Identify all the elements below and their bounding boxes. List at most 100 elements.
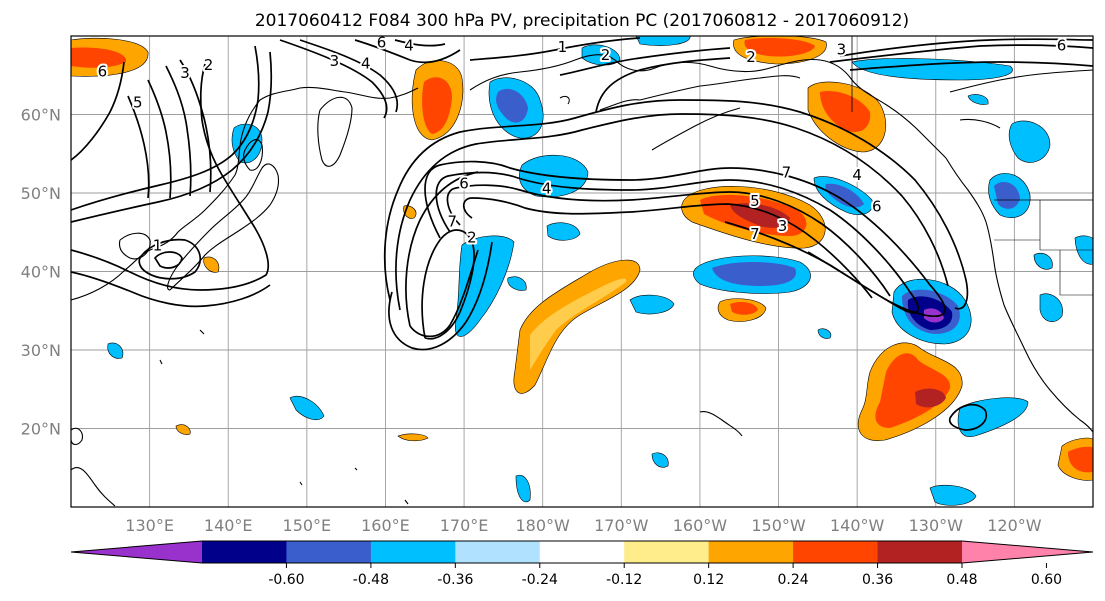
pv-contours bbox=[71, 37, 1093, 431]
pv-label-halo: 6 bbox=[377, 33, 387, 51]
colorbar-tick-label: 0.60 bbox=[1031, 572, 1062, 588]
latitude-axis: 60°N 50°N 40°N 30°N 20°N bbox=[21, 106, 61, 439]
colorbar-tick-label: -0.36 bbox=[437, 572, 473, 588]
pv-label-halo: 1 bbox=[558, 38, 568, 56]
lon-tick-label: 130°E bbox=[125, 516, 174, 535]
coastlines bbox=[71, 36, 1093, 507]
lat-tick-label: 40°N bbox=[21, 263, 61, 282]
precip-patch bbox=[629, 294, 675, 315]
pv-label-halo: 6 bbox=[459, 175, 469, 193]
pv-label-halo: 6 bbox=[872, 197, 882, 215]
pv-contour-label: 3 bbox=[180, 64, 190, 82]
precip-patch bbox=[203, 256, 220, 273]
precip-patch bbox=[817, 328, 832, 339]
pv-label-halo: 2 bbox=[746, 48, 756, 66]
pv-contour-label: 2 bbox=[467, 229, 477, 247]
pv-label-halo: 5 bbox=[133, 94, 143, 112]
precip-patch bbox=[546, 222, 581, 241]
pv-contour-label: 2 bbox=[601, 46, 611, 64]
colorbar-segment bbox=[793, 541, 879, 563]
pv-label-halo: 3 bbox=[778, 217, 788, 235]
colorbar-segment bbox=[370, 541, 456, 563]
precip-patch bbox=[929, 484, 977, 506]
pv-contour-label: 6 bbox=[98, 62, 108, 80]
pv-contour-label: 4 bbox=[361, 54, 371, 72]
pv-label-halo: 3 bbox=[837, 40, 847, 58]
colorbar-tick-label: -0.60 bbox=[268, 572, 304, 588]
pv-label-halo: 4 bbox=[361, 54, 371, 72]
pv-contour-label: 2 bbox=[204, 56, 214, 74]
pv-contour-label: 4 bbox=[542, 179, 552, 197]
colorbar-segment bbox=[286, 541, 372, 563]
precip-patch bbox=[1068, 446, 1093, 473]
pv-contour-label: 6 bbox=[459, 175, 469, 193]
precip-patch bbox=[422, 77, 452, 134]
lat-tick-label: 20°N bbox=[21, 420, 61, 439]
colorbar-segment bbox=[202, 541, 287, 563]
precip-patch bbox=[515, 474, 531, 503]
pv-contour-label: 7 bbox=[750, 225, 760, 243]
pv-label-halo: 7 bbox=[448, 212, 458, 230]
colorbar-segment bbox=[708, 541, 794, 563]
precip-patch bbox=[397, 433, 429, 442]
pv-contour-label: 4 bbox=[404, 36, 414, 54]
pv-label-halo: 3 bbox=[330, 52, 340, 70]
precip-patch bbox=[730, 302, 758, 315]
pv-contour-label: 2 bbox=[746, 48, 756, 66]
lon-tick-label: 150°W bbox=[751, 516, 806, 535]
map-title: 2017060412 F084 300 hPa PV, precipitatio… bbox=[255, 11, 909, 31]
precip-patch bbox=[1039, 293, 1063, 322]
pv-label-halo: 2 bbox=[601, 46, 611, 64]
colorbar-tick-label: -0.12 bbox=[606, 572, 642, 588]
colorbar-extend-low bbox=[71, 541, 202, 563]
pv-contour-label: 3 bbox=[778, 217, 788, 235]
lon-tick-label: 160°W bbox=[673, 516, 728, 535]
lat-tick-label: 60°N bbox=[21, 106, 61, 125]
lon-tick-label: 160°E bbox=[361, 516, 410, 535]
precip-patch bbox=[730, 203, 790, 228]
lon-tick-label: 140°E bbox=[204, 516, 253, 535]
pv-contour-label: 3 bbox=[330, 52, 340, 70]
precip-patch bbox=[820, 90, 871, 132]
pv-label-halo: 4 bbox=[542, 179, 552, 197]
pv-label-halo: 2 bbox=[467, 229, 477, 247]
colorbar-tick-label: 0.36 bbox=[862, 572, 893, 588]
colorbar-segment bbox=[455, 541, 541, 563]
precip-patch bbox=[289, 396, 325, 421]
pv-label-halo: 2 bbox=[204, 56, 214, 74]
pv-contour-label: 6 bbox=[1057, 36, 1067, 54]
pv-contour-label: 7 bbox=[782, 164, 792, 182]
pv-contour-label: 6 bbox=[872, 197, 882, 215]
pv-contour-label: 4 bbox=[852, 166, 862, 184]
lon-tick-label: 170°W bbox=[594, 516, 649, 535]
colorbar-extend-high bbox=[962, 541, 1093, 563]
precip-patch bbox=[851, 58, 1013, 81]
pv-label-halo: 6 bbox=[1057, 36, 1067, 54]
pv-contour-label: 5 bbox=[133, 94, 143, 112]
precipitation-pc-fill bbox=[71, 36, 1093, 506]
pv-contour-label: 1 bbox=[558, 38, 568, 56]
precip-patch bbox=[455, 235, 515, 337]
map-frame bbox=[70, 35, 1094, 508]
precip-patch bbox=[994, 182, 1020, 209]
pv-contour-label: 7 bbox=[448, 212, 458, 230]
pv-label-halo: 5 bbox=[750, 192, 760, 210]
precip-patch bbox=[915, 388, 946, 408]
lon-tick-label: 150°E bbox=[283, 516, 332, 535]
pv-label-halo: 4 bbox=[852, 166, 862, 184]
precip-patch bbox=[875, 353, 951, 428]
precip-patch bbox=[1008, 120, 1051, 163]
pv-label-halo: 7 bbox=[750, 225, 760, 243]
precip-patch bbox=[496, 88, 528, 123]
precip-patch bbox=[651, 452, 669, 468]
precip-patch bbox=[175, 424, 191, 435]
lat-tick-label: 50°N bbox=[21, 184, 61, 203]
lon-tick-label: 130°W bbox=[909, 516, 964, 535]
pv-label-halo: 7 bbox=[782, 164, 792, 182]
colorbar-tick-label: -0.24 bbox=[522, 572, 558, 588]
precip-patch bbox=[507, 276, 527, 291]
lon-tick-label: 180°W bbox=[516, 516, 571, 535]
pv-label-halo: 6 bbox=[98, 62, 108, 80]
